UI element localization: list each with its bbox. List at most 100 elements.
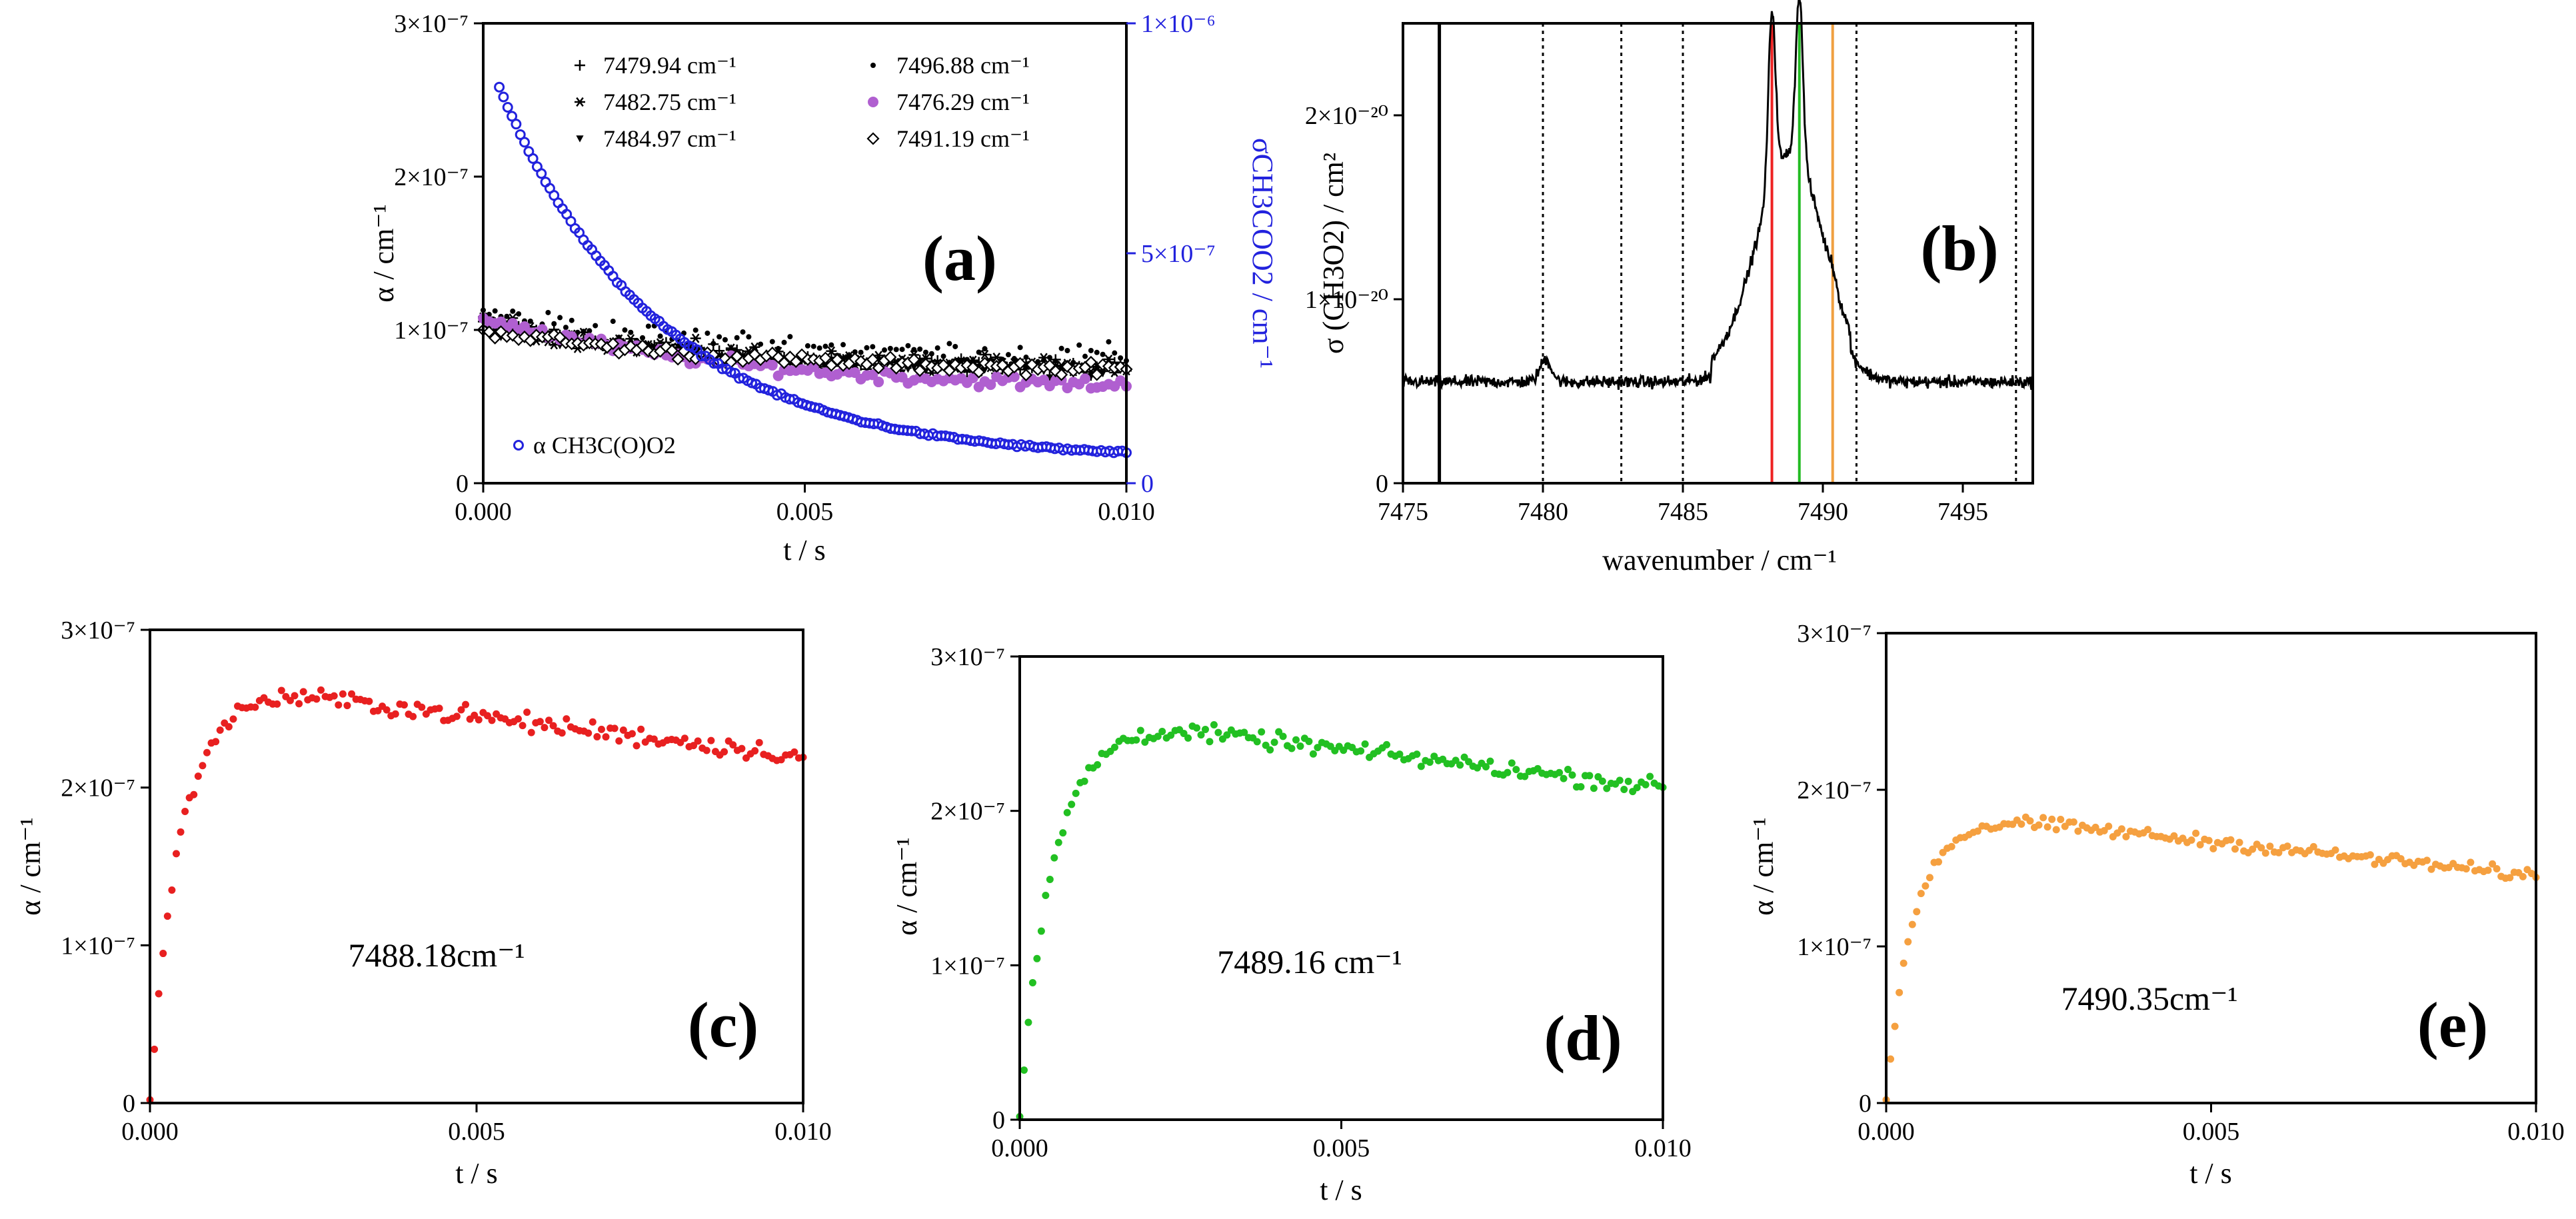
data-point [1046,355,1052,361]
data-point [2048,815,2056,823]
data-point [694,737,702,745]
data-point [1158,727,1166,735]
data-point [1926,874,1933,882]
data-point [519,722,527,730]
data-point [822,343,828,349]
panel-e-y-ticks: 0 1×10⁻⁷ 2×10⁻⁷ 3×10⁻⁷ [1797,620,1886,1118]
data-point [2117,825,2125,833]
data-point [1486,757,1494,765]
data-point [1019,369,1033,382]
data-point [1020,1066,1028,1074]
data-point [1011,356,1017,362]
data-point [948,358,962,371]
data-point [1058,345,1064,351]
data-point [976,349,982,355]
data-point [194,772,202,780]
data-point [216,726,224,734]
data-point [657,333,663,339]
data-point [181,808,189,816]
data-point [917,346,923,352]
data-point [462,700,470,708]
data-point [511,119,522,130]
data-point [2231,845,2239,853]
y-tick-label: 1×10⁻⁷ [61,932,135,960]
legend-entry-7476-29: 7476.29 cm⁻¹ [896,89,1030,115]
data-point [710,341,716,347]
data-point [873,377,884,388]
data-point [2484,866,2492,874]
data-point [625,334,637,344]
data-point [826,346,837,356]
data-point [899,347,905,353]
data-point [887,345,893,351]
data-point [1080,777,1088,785]
data-point [483,325,496,339]
data-point [913,364,926,377]
data-point [2371,860,2379,868]
data-point [2144,826,2152,834]
data-point [2423,856,2431,864]
data-point [777,356,791,369]
data-point [488,716,496,724]
panel-b-frame [1402,22,2034,485]
data-point [1070,360,1076,366]
panel-d-wavenumber-annotation: 7489.16 cm⁻¹ [1217,943,1402,980]
data-point [628,730,636,738]
data-point [1082,353,1088,359]
data-point [911,347,917,353]
panel-d-y-ticks: 0 1×10⁻⁷ 2×10⁻⁷ 3×10⁻⁷ [930,643,1020,1134]
data-point [1586,772,1594,780]
data-point [585,729,593,737]
data-point [866,353,879,366]
data-point [453,712,461,720]
y-tick-label: 1×10⁻⁷ [930,952,1005,980]
legend-entry-7491-19: 7491.19 cm⁻¹ [896,125,1030,152]
data-point [1896,988,1904,996]
data-point [506,329,519,342]
panel-a: 0.000 0.005 0.010 0 1×10⁻⁷ 2×10⁻⁷ 3×10⁻⁷ 0 5×1… [367,10,1279,567]
data-point [563,715,571,723]
data-point [515,129,526,140]
data-point [589,718,597,726]
data-point [514,715,522,723]
data-point [616,335,622,341]
data-point [720,748,728,756]
data-point [251,703,259,711]
panel-e-x-label: t / s [2189,1157,2232,1190]
data-point [1314,744,1322,752]
panel-b: 7475 7480 7485 7490 7495 0 1×10⁻²⁰ 2×10⁻²⁰ wav… [1305,0,2034,577]
data-point [502,102,513,113]
data-point [1114,361,1127,374]
data-point [690,333,701,343]
data-point [1413,750,1421,758]
panel-a-y-label: α / cm⁻¹ [367,204,400,302]
data-point [789,355,802,369]
data-point [1624,777,1632,785]
data-point [1556,768,1564,776]
data-point [1100,351,1106,357]
y-tick-label: 3×10⁻⁷ [394,10,469,38]
data-point [1041,357,1047,363]
data-point [2235,838,2243,846]
data-point [707,736,715,744]
data-point [1072,789,1080,797]
y-tick-label: 1×10⁻²⁰ [1305,286,1388,314]
data-point [1180,729,1188,737]
data-point [523,708,531,716]
data-point [1112,350,1118,356]
data-point [828,342,834,348]
data-point [483,712,491,720]
y2-tick-label: 0 [1141,470,1154,498]
data-point [2039,814,2047,822]
data-point [716,334,722,340]
y-tick-label: 2×10⁻⁷ [1797,776,1872,804]
data-point [1279,732,1287,740]
data-point [864,345,870,351]
x-tick-label: 0.010 [2507,1118,2565,1146]
panel-b-letter: (b) [1920,213,1998,284]
data-point [2249,845,2257,853]
data-point [1417,762,1425,770]
data-point [979,349,990,360]
x-tick-label: 0.005 [2183,1118,2240,1146]
data-point [904,366,912,373]
